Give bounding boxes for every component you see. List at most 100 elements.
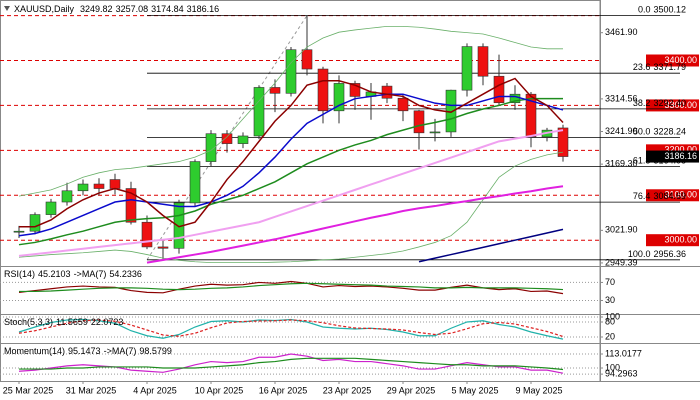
candle-body: [253, 87, 265, 137]
indicator-line: [146, 185, 564, 264]
y-tick-label: 3241.90: [605, 126, 638, 136]
y-tick-label: 30: [605, 295, 615, 305]
indicator-line: [19, 357, 564, 371]
candle-body: [109, 179, 121, 189]
fib-price: 3084.69: [653, 192, 686, 202]
candle-body: [13, 230, 25, 233]
indicator-label: Momentum(14) 95.1473 ->MA(7) 98.5799: [4, 346, 172, 356]
fib-ratio: 0.0: [638, 5, 651, 15]
candle-body: [77, 183, 89, 192]
fib-price: 2956.36: [653, 249, 686, 259]
candle-body: [45, 201, 57, 215]
indicator-name: Stoch(5,3,3): [4, 317, 53, 327]
y-tick-label: 2949.39: [605, 257, 638, 267]
indicator-value: 95.1473: [68, 346, 101, 356]
y-tick-label: 3314.56: [605, 93, 638, 103]
y-tick-label: 80: [605, 316, 615, 326]
fib-label: 23.6 3371.79: [633, 63, 686, 73]
candle-body: [397, 97, 409, 112]
y-tick-label: 94.2963: [605, 369, 638, 379]
indicator-line: [18, 280, 564, 295]
y-tick-label: 3021.90: [605, 225, 638, 235]
indicator-line: [18, 93, 564, 237]
fib-ratio: 23.6: [633, 63, 651, 73]
last-price-box: [646, 150, 699, 163]
x-tick-label: 29 Apr 2025: [387, 385, 436, 395]
x-tick-label: 23 Apr 2025: [323, 385, 372, 395]
candle-body: [93, 183, 105, 189]
indicator-line: [18, 129, 564, 257]
y-tick-label: 100: [605, 362, 620, 372]
x-tick-label: 10 Apr 2025: [195, 385, 244, 395]
fib-ratio: 76.4: [633, 192, 651, 202]
candle-body: [349, 83, 361, 97]
candle-body: [157, 246, 169, 249]
y-tick-label: 3461.90: [605, 27, 638, 37]
indicator-name: Momentum(14): [4, 346, 65, 356]
level-label-box: [646, 189, 699, 202]
indicator-line: [418, 228, 564, 263]
indicator-value: 11.5659: [56, 317, 88, 327]
level-label-box: [646, 234, 699, 247]
candle-body: [301, 49, 313, 70]
fib-price: 3500.12: [653, 5, 686, 15]
last-price-label: 3186.16: [664, 151, 697, 161]
candle-body: [29, 214, 41, 232]
indicator-value: 22.0723: [91, 317, 124, 327]
ohlc-low: 3174.84: [151, 4, 184, 14]
ohlc-high: 3257.08: [116, 4, 149, 14]
candle-body: [141, 221, 153, 248]
y-tick-label: 100: [605, 311, 620, 321]
fib-ratio: 38.2: [633, 98, 651, 108]
candle-body: [125, 188, 137, 223]
candle-body: [317, 68, 329, 112]
fib-ratio: 50.0: [633, 127, 651, 137]
indicator-line: [18, 25, 563, 197]
fib-label: 0.0 3500.12: [638, 5, 686, 15]
x-tick-label: 25 Mar 2025: [3, 385, 54, 395]
indicator-name: RSI(14): [4, 269, 35, 279]
indicator-value: 98.5799: [139, 346, 172, 356]
indicator-line: [18, 97, 563, 246]
ohlc-open: 3249.82: [80, 4, 113, 14]
y-tick-label: 3169.30: [605, 159, 638, 169]
candle-body: [429, 131, 441, 134]
level-label: 3100.00: [664, 190, 697, 200]
level-label: 3400.00: [664, 55, 697, 65]
indicator-value: 45.2103: [38, 269, 71, 279]
y-tick-label: 113.0177: [605, 348, 642, 358]
chart-header: XAUUSD,Daily 3249.82 3257.08 3174.84 3186.16: [14, 4, 219, 14]
candle-body: [381, 85, 393, 99]
indicator-name: ->MA(7): [74, 269, 107, 279]
candle-body: [285, 49, 297, 94]
fib-ratio: 61.8: [633, 156, 651, 166]
indicator-value: 54.2336: [109, 269, 142, 279]
fib-label: 100.0 2956.36: [628, 249, 686, 259]
candle-body: [413, 110, 425, 134]
candle-body: [269, 87, 281, 94]
ohlc-close: 3186.16: [187, 4, 220, 14]
indicator-label: RSI(14) 45.2103 ->MA(7) 54.2336: [4, 269, 142, 279]
fib-price: 3228.24: [653, 127, 686, 137]
candle-body: [237, 135, 249, 144]
candle-body: [61, 190, 73, 203]
candle-body: [461, 46, 473, 91]
fib-ratio: 100.0: [628, 249, 651, 259]
candle-body: [333, 83, 345, 112]
fib-label: 38.2 3292.40: [633, 98, 686, 108]
candle-body: [189, 161, 201, 204]
level-label: 3300.00: [664, 100, 697, 110]
level-label: 3000.00: [664, 235, 697, 245]
candle-body: [493, 75, 505, 104]
indicator-label: Stoch(5,3,3) 11.5659 22.0723: [4, 317, 123, 327]
candle-body: [221, 133, 233, 144]
fib-price: 3292.40: [653, 98, 686, 108]
y-tick-label: 70: [605, 277, 615, 287]
y-tick-label: 20: [605, 331, 615, 341]
x-tick-label: 31 Mar 2025: [66, 385, 117, 395]
level-label: 3200.00: [664, 145, 697, 155]
x-tick-label: 16 Apr 2025: [259, 385, 308, 395]
indicator-line: [18, 319, 564, 338]
indicator-line: [19, 77, 564, 228]
